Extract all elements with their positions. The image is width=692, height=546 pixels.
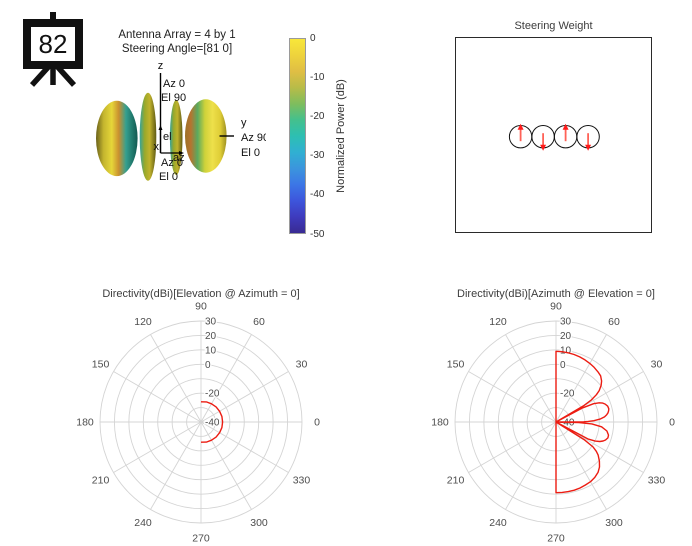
magnitude-tick-label: 0 [560,360,566,371]
polar-grid-spoke [468,371,557,423]
lobe-narrow-2 [169,100,183,175]
annotation-block: Antenna Array = 4 by 1 Steering Angle=[8… [92,28,262,56]
polar-grid-spoke [113,421,202,473]
colorbar-ticks: 0 -10 -20 -30 -40 -50 [310,33,350,243]
azimuth-cut-directivity-curve [555,350,610,494]
magnitude-tick-label: -40 [205,418,220,429]
elevation-cut-directivity-curve [200,401,224,443]
polar-grid-spoke [468,421,557,473]
magnitude-tick-label: -20 [205,389,220,400]
magnitude-tick-label: -20 [560,389,575,400]
slide-number: 82 [39,29,68,59]
angle-tick-label: 240 [489,517,507,529]
polar-grid-spoke [200,371,289,423]
angle-tick-label: 60 [253,316,265,328]
polar-grid-spoke [555,421,607,510]
magnitude-tick-label: 20 [560,331,572,342]
colorbar-tick-label: -30 [310,150,325,162]
weight-arrowhead-icon [517,123,524,130]
presentation-icon: 82 [23,12,83,87]
pattern-3d-plot: z Az 0 El 90 y Az 90 El 0 el x az Az 0 E… [96,60,266,183]
angle-tick-label: 180 [76,417,94,429]
magnitude-tick-label: 20 [205,331,217,342]
polar-grid-spoke [150,421,202,510]
el-arrowhead-icon [158,125,163,130]
angle-tick-label: 300 [605,517,623,529]
angle-tick-label: 30 [296,359,308,371]
axis-lines [159,73,234,154]
elevation-polar-plot: 0 30 60 90 120 150 180 210 240 270 300 330 30 20 10 0 -2… [76,301,320,545]
angle-tick-label: 150 [92,359,110,371]
steering-weight-plot [455,37,652,233]
colorbar [289,38,306,234]
z-el-label: El 90 [161,92,186,104]
angle-tick-label: 270 [547,533,565,545]
polar-grid-spoke [555,334,607,423]
polar-grid-spoke [200,334,252,423]
pattern-lobes [96,92,227,181]
polar-grid-spoke [200,421,289,473]
angle-tick-label: 210 [447,475,465,487]
angle-tick-label: 0 [669,417,675,429]
annotation-steering-angle: Steering Angle=[81 0] [121,43,233,55]
weight-arrowhead-icon [540,144,547,151]
y-el-label: El 0 [241,147,260,159]
angle-tick-label: 90 [550,301,562,313]
z-az-label: Az 0 [163,78,185,90]
annotation-array-size: Antenna Array = 4 by 1 [118,29,236,41]
angle-tick-label: 180 [431,417,449,429]
y-az-label: Az 90 [241,132,266,144]
angle-tick-label: 120 [134,316,152,328]
elevation-polar-title: Directivity(dBi)[Elevation @ Azimuth = 0… [102,288,300,300]
y-axis-label: y [241,117,247,129]
az-label: az [173,152,185,164]
magnitude-tick-label: 10 [205,345,217,356]
weight-arrowhead-icon [585,144,592,151]
weight-arrowhead-icon [562,123,569,130]
steering-weight-title: Steering Weight [514,20,593,32]
polar-grid-spoke [200,421,252,510]
angle-tick-label: 60 [608,316,620,328]
lobe-left [96,100,138,177]
x-axis-label: x [154,141,160,153]
angle-tick-label: 0 [314,417,320,429]
z-axis-label: z [158,60,164,72]
slide-screen [31,27,75,61]
colorbar-tick-label: -10 [310,72,325,84]
az-arrowhead-icon [179,151,184,155]
origin-az-label: Az 0 [161,157,183,169]
origin-el-label: El 0 [159,171,178,183]
polar-grid-spoke [113,371,202,423]
magnitude-tick-label: 30 [205,317,217,328]
polar-grid-spoke [150,334,202,423]
colorbar-tick-label: -50 [310,228,325,240]
angle-tick-label: 150 [447,359,465,371]
angle-tick-label: 270 [192,533,210,545]
azimuth-polar-title: Directivity(dBi)[Azimuth @ Elevation = 0… [457,288,655,300]
angle-tick-label: 210 [92,475,110,487]
magnitude-tick-label: 0 [205,360,211,371]
el-label: el [163,131,172,143]
angle-tick-label: 90 [195,301,207,313]
steering-weight-box [455,37,652,233]
azimuth-polar-plot: 0 30 60 90 120 150 180 210 240 270 300 330 30 20 10 0 -2… [431,301,675,545]
angle-tick-label: 240 [134,517,152,529]
magnitude-tick-label: 10 [560,345,572,356]
angle-tick-label: 30 [651,359,663,371]
lobe-right [185,99,227,173]
angle-tick-label: 300 [250,517,268,529]
colorbar-axis-label: Normalized Power (dB) [335,79,347,193]
colorbar-tick-label: -20 [310,111,325,123]
colorbar-tick-label: -40 [310,189,325,201]
angle-tick-label: 330 [293,475,311,487]
magnitude-tick-label: 30 [560,317,572,328]
polar-grid-spoke [505,421,557,510]
angle-tick-label: 330 [648,475,666,487]
lobe-narrow-1 [139,92,157,181]
polar-grid-spoke [505,334,557,423]
easel-frame [23,12,83,69]
angle-tick-label: 120 [489,316,507,328]
colorbar-tick-label: 0 [310,33,316,44]
